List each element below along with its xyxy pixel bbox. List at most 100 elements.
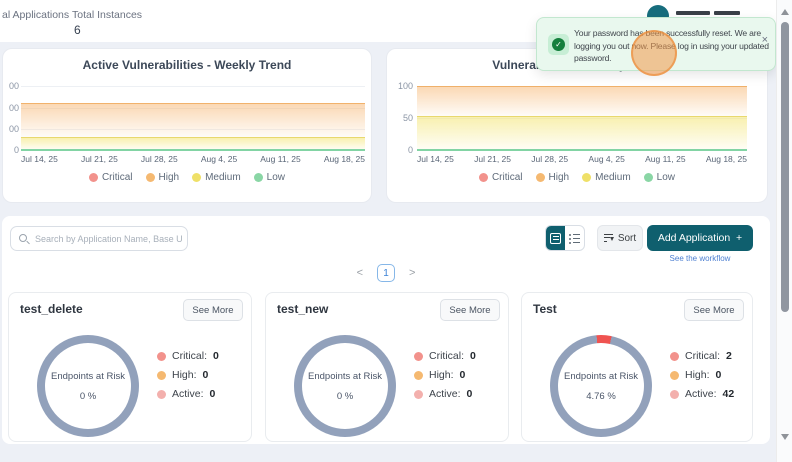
chart-card-active-vulnerabilities: Active Vulnerabilities - Weekly Trend 00… bbox=[2, 48, 372, 203]
x-tick: Jul 28, 25 bbox=[531, 154, 569, 164]
total-applications-label: al Applications bbox=[2, 9, 70, 21]
chart-card-vulnerabilities: Vulnerabilities - Weekly Trend 100 50 0 … bbox=[386, 48, 768, 203]
scroll-up-arrow-icon[interactable] bbox=[781, 9, 789, 15]
y-tick: 0 bbox=[13, 145, 19, 155]
donut-value: 0 % bbox=[336, 390, 354, 402]
high-dot-icon bbox=[535, 173, 545, 182]
x-tick: Aug 11, 25 bbox=[260, 154, 301, 164]
application-stats: Critical: 0 High: 0 Active: 0 bbox=[157, 350, 219, 407]
legend-item-critical[interactable]: Critical bbox=[478, 172, 523, 183]
application-name: test_delete bbox=[20, 302, 83, 316]
medium-area-band bbox=[21, 137, 365, 150]
user-name-clipped bbox=[714, 11, 740, 15]
stat-high: High: 0 bbox=[670, 369, 734, 381]
stat-critical: Critical: 2 bbox=[670, 350, 734, 362]
sort-icon bbox=[603, 233, 614, 243]
legend-item-medium[interactable]: Medium bbox=[192, 172, 241, 183]
endpoints-at-risk-donut: Endpoints at Risk 4.76 % bbox=[550, 335, 652, 437]
critical-dot-icon bbox=[478, 173, 488, 182]
donut-label: Endpoints at Risk bbox=[51, 370, 125, 382]
see-more-button[interactable]: See More bbox=[684, 299, 744, 321]
next-page-arrow[interactable]: > bbox=[409, 267, 416, 279]
search-icon bbox=[19, 234, 27, 242]
total-instances-label: Total Instances bbox=[72, 9, 143, 21]
high-area-band bbox=[21, 103, 365, 137]
check-circle-icon: ✓ bbox=[552, 38, 565, 51]
low-dot-icon bbox=[253, 173, 263, 182]
x-tick: Jul 14, 25 bbox=[21, 154, 58, 164]
x-tick: Jul 28, 25 bbox=[140, 154, 178, 164]
high-dot-icon bbox=[157, 370, 166, 380]
application-name: test_new bbox=[277, 302, 329, 316]
x-tick: Aug 4, 25 bbox=[588, 154, 625, 164]
x-tick: Aug 18, 25 bbox=[323, 154, 365, 164]
stat-active: Active: 0 bbox=[157, 388, 219, 400]
add-application-button[interactable]: Add Application + bbox=[647, 225, 753, 251]
low-series-line bbox=[417, 149, 747, 151]
y-tick: 00 bbox=[8, 81, 19, 91]
card-view-icon bbox=[550, 232, 561, 244]
legend-item-critical[interactable]: Critical bbox=[88, 172, 133, 183]
donut-label: Endpoints at Risk bbox=[564, 370, 638, 382]
critical-dot-icon bbox=[670, 351, 679, 361]
critical-dot-icon bbox=[88, 173, 98, 182]
legend-item-medium[interactable]: Medium bbox=[582, 172, 631, 183]
sort-label: Sort bbox=[617, 232, 637, 244]
critical-dot-icon bbox=[414, 351, 423, 361]
click-highlight-circle bbox=[631, 30, 677, 76]
active-dot-icon bbox=[157, 389, 166, 399]
medium-dot-icon bbox=[582, 173, 592, 182]
stat-active: Active: 42 bbox=[670, 388, 734, 400]
chart-title: Active Vulnerabilities - Weekly Trend bbox=[82, 58, 292, 72]
see-more-button[interactable]: See More bbox=[440, 299, 500, 321]
page-number[interactable]: 1 bbox=[377, 264, 395, 282]
stat-critical: Critical: 0 bbox=[414, 350, 476, 362]
y-tick: 00 bbox=[8, 103, 19, 113]
list-view-button[interactable] bbox=[565, 226, 584, 250]
vertical-scrollbar[interactable] bbox=[776, 0, 792, 462]
x-tick: Jul 14, 25 bbox=[417, 154, 454, 164]
applications-panel: Sort Add Application + See the workflow … bbox=[2, 216, 770, 444]
y-tick: 0 bbox=[407, 145, 413, 155]
see-the-workflow-link[interactable]: See the workflow bbox=[669, 254, 731, 263]
stat-high: High: 0 bbox=[157, 369, 219, 381]
x-tick: Jul 21, 25 bbox=[474, 154, 512, 164]
donut-value: 0 % bbox=[79, 390, 97, 402]
active-dot-icon bbox=[414, 389, 423, 399]
application-stats: Critical: 0 High: 0 Active: 0 bbox=[414, 350, 476, 407]
list-view-icon bbox=[569, 233, 580, 244]
close-icon[interactable]: × bbox=[761, 34, 768, 46]
high-dot-icon bbox=[414, 370, 423, 380]
total-instances-value: 6 bbox=[74, 23, 81, 37]
x-tick: Aug 4, 25 bbox=[200, 154, 238, 164]
high-dot-icon bbox=[145, 173, 155, 182]
y-tick: 50 bbox=[402, 113, 413, 123]
sort-button[interactable]: Sort bbox=[597, 225, 643, 251]
application-card-test_new: test_new See More Endpoints at Risk 0 % … bbox=[265, 292, 509, 442]
low-dot-icon bbox=[643, 173, 653, 182]
legend-item-low[interactable]: Low bbox=[253, 172, 285, 183]
x-tick: Aug 11, 25 bbox=[645, 154, 686, 164]
scrollbar-thumb[interactable] bbox=[780, 22, 789, 312]
high-dot-icon bbox=[670, 370, 679, 380]
gridline bbox=[21, 86, 365, 87]
application-card-test: Test See More Endpoints at Risk 4.76 % C… bbox=[521, 292, 753, 442]
low-series-line bbox=[21, 149, 365, 151]
stat-high: High: 0 bbox=[414, 369, 476, 381]
prev-page-arrow[interactable]: < bbox=[356, 267, 363, 279]
success-icon-box: ✓ bbox=[548, 34, 569, 55]
card-view-button[interactable] bbox=[546, 226, 565, 250]
application-stats: Critical: 2 High: 0 Active: 42 bbox=[670, 350, 734, 407]
scroll-down-arrow-icon[interactable] bbox=[781, 434, 789, 440]
see-more-button[interactable]: See More bbox=[183, 299, 243, 321]
medium-dot-icon bbox=[192, 173, 202, 182]
legend-item-high[interactable]: High bbox=[145, 172, 179, 183]
stat-critical: Critical: 0 bbox=[157, 350, 219, 362]
x-tick: Aug 18, 25 bbox=[705, 154, 747, 164]
legend-item-low[interactable]: Low bbox=[643, 172, 675, 183]
application-name: Test bbox=[533, 302, 557, 316]
legend-item-high[interactable]: High bbox=[535, 172, 569, 183]
active-dot-icon bbox=[670, 389, 679, 399]
y-tick: 00 bbox=[8, 124, 19, 134]
search-input[interactable] bbox=[35, 228, 183, 249]
